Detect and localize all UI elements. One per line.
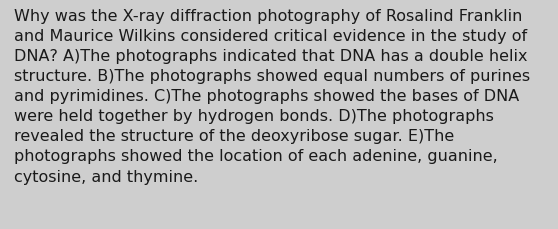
Text: Why was the X-ray diffraction photography of Rosalind Franklin
and Maurice Wilki: Why was the X-ray diffraction photograph… xyxy=(14,9,530,184)
